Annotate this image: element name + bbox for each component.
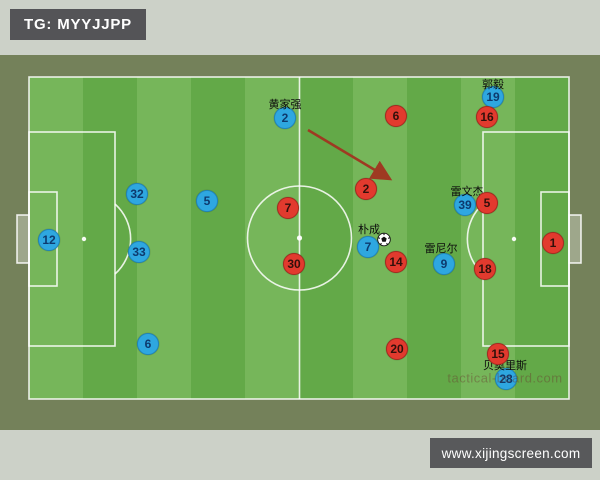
player-blue-39[interactable]: 39 xyxy=(454,194,476,216)
player-blue-19[interactable]: 19 xyxy=(482,86,504,108)
left-penalty-arc xyxy=(114,203,132,275)
player-blue-5[interactable]: 5 xyxy=(196,190,218,212)
player-red-30[interactable]: 30 xyxy=(283,253,305,275)
player-red-16[interactable]: 16 xyxy=(476,106,498,128)
player-blue-7[interactable]: 7 xyxy=(357,236,379,258)
player-blue-33[interactable]: 33 xyxy=(128,241,150,263)
player-red-18[interactable]: 18 xyxy=(474,258,496,280)
channel-badge: TG: MYYJJPP xyxy=(10,9,146,40)
pitch[interactable] xyxy=(0,55,600,430)
player-blue-32[interactable]: 32 xyxy=(126,183,148,205)
player-blue-28[interactable]: 28 xyxy=(495,368,517,390)
player-red-15[interactable]: 15 xyxy=(487,343,509,365)
right-goal xyxy=(568,214,582,264)
pitch-lines xyxy=(16,76,582,400)
player-red-1[interactable]: 1 xyxy=(542,232,564,254)
player-red-14[interactable]: 14 xyxy=(385,251,407,273)
player-blue-9[interactable]: 9 xyxy=(433,253,455,275)
left-penalty-spot xyxy=(81,236,87,242)
movement-arrow[interactable] xyxy=(307,128,393,181)
left-goal xyxy=(16,214,30,264)
center-spot xyxy=(296,235,303,241)
player-blue-6[interactable]: 6 xyxy=(137,333,159,355)
pitch-drawing xyxy=(16,76,582,400)
soccer-ball-icon xyxy=(377,232,391,247)
player-red-5[interactable]: 5 xyxy=(476,192,498,214)
soccer-ball[interactable] xyxy=(377,232,391,252)
player-blue-2[interactable]: 2 xyxy=(274,107,296,129)
website-badge: www.xijingscreen.com xyxy=(430,438,592,468)
right-penalty-spot xyxy=(511,236,517,242)
player-red-2[interactable]: 2 xyxy=(355,178,377,200)
watermark: tactical-board.com xyxy=(447,370,563,386)
player-red-6[interactable]: 6 xyxy=(385,105,407,127)
player-red-20[interactable]: 20 xyxy=(386,338,408,360)
player-red-7[interactable]: 7 xyxy=(277,197,299,219)
player-blue-12[interactable]: 12 xyxy=(38,229,60,251)
